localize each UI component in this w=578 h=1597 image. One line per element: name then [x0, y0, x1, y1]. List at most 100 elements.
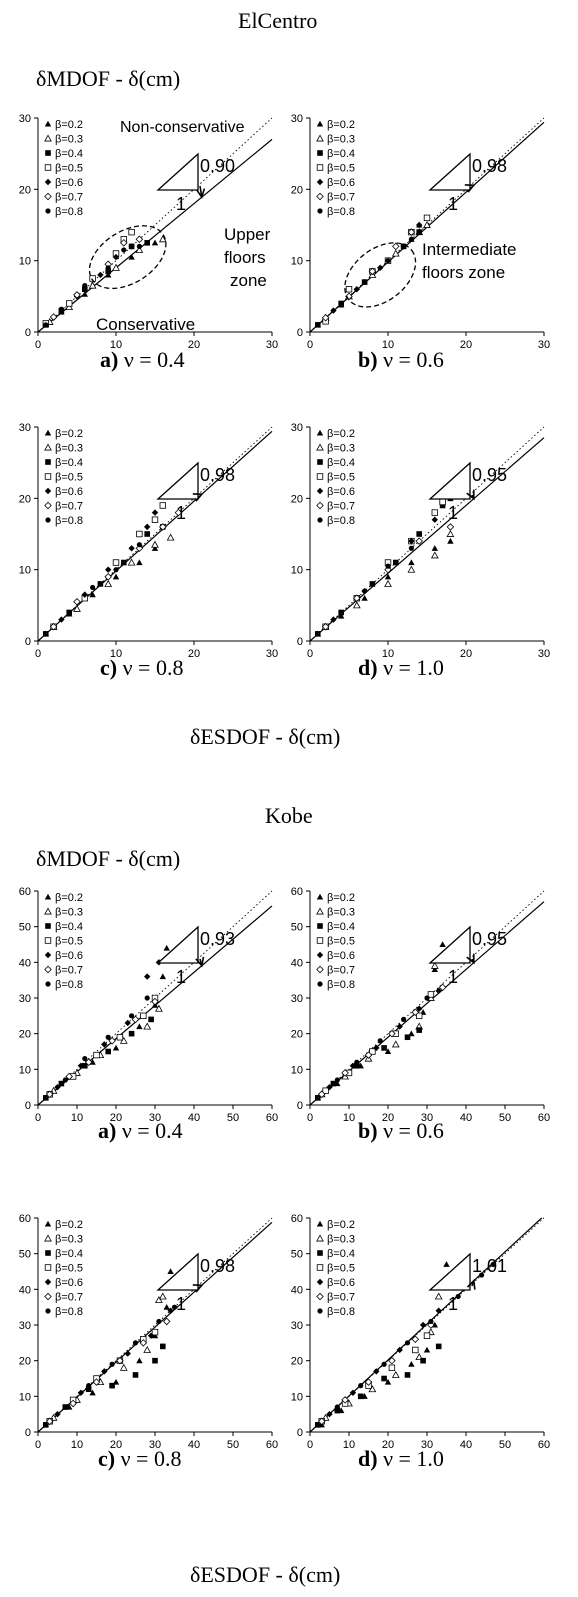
data-point: [384, 573, 392, 580]
data-point: [109, 1382, 115, 1389]
slope-triangle: [428, 152, 471, 191]
legend-marker: [317, 1308, 323, 1314]
data-point: [152, 1357, 158, 1364]
data-point: [455, 1293, 461, 1300]
plot-elcentro-a: 0 10 20 30 0 10 20 30 β=0.2 β=0.3 β=0.4 β=0.5 β=0.6 β…: [19, 113, 278, 351]
y-tick-label: 30: [291, 422, 303, 434]
x-tick-label: 0: [35, 339, 41, 351]
y-tick-label: 10: [19, 1064, 31, 1076]
data-point: [435, 1307, 442, 1314]
data-point: [82, 283, 88, 289]
legend-marker: [44, 907, 52, 915]
data-point: [438, 983, 447, 992]
data-point: [131, 1015, 140, 1024]
data-point: [89, 275, 96, 282]
y-tick-label: 20: [19, 493, 31, 505]
legend-marker: [317, 923, 323, 929]
data-point: [66, 609, 72, 616]
fit-line: [37, 138, 273, 333]
data-point: [116, 1356, 124, 1365]
legend-marker: [317, 459, 323, 465]
data-point: [112, 1044, 120, 1051]
legend-label: β=0.6: [327, 1277, 355, 1289]
slope-base-label: 1: [448, 194, 458, 214]
data-point: [416, 229, 422, 235]
data-point: [416, 221, 423, 229]
data-point: [136, 1023, 143, 1030]
data-point: [85, 1386, 92, 1392]
data-point: [127, 558, 136, 566]
slope-arrow-head: [466, 953, 475, 965]
x-tick-label: 30: [266, 339, 278, 351]
x-tick-label: 50: [499, 1112, 511, 1124]
data-point: [144, 523, 151, 531]
y-tick-label: 30: [19, 1320, 31, 1332]
data-point: [86, 1383, 92, 1389]
data-point: [345, 285, 353, 293]
legend-label: β=0.6: [55, 1277, 83, 1289]
y-tick-label: 20: [291, 1029, 303, 1041]
y-tick-label: 10: [291, 565, 303, 577]
legend-marker: [44, 1278, 52, 1286]
y-tick-label: 60: [19, 1213, 31, 1225]
data-point: [90, 584, 96, 591]
legend-label: β=0.2: [327, 1219, 355, 1231]
legend-label: β=0.4: [327, 148, 355, 160]
data-point: [423, 1332, 431, 1339]
data-point: [97, 271, 104, 279]
x-tick-label: 30: [149, 1439, 161, 1451]
legend-label: β=0.7: [55, 501, 83, 513]
data-point: [144, 240, 150, 246]
annotation-upper: Upper: [224, 225, 271, 244]
legend-marker: [45, 1308, 51, 1314]
data-point: [377, 264, 384, 271]
x-tick-label: 20: [110, 1112, 122, 1124]
data-point: [411, 1335, 420, 1344]
x-tick-label: 0: [307, 648, 313, 660]
legend-marker: [44, 134, 52, 142]
slope-triangle: [156, 1252, 199, 1291]
y-tick-label: 40: [291, 957, 303, 969]
data-point: [416, 531, 422, 537]
x-axis-title-elcentro: δESDOF - δ(cm): [190, 724, 341, 749]
slope-label: 0.90: [200, 156, 235, 176]
data-point: [381, 1045, 387, 1051]
x-tick-label: 20: [188, 648, 200, 660]
data-point: [368, 267, 377, 276]
data-point: [392, 242, 400, 251]
data-point: [82, 1056, 88, 1062]
data-point: [434, 1292, 443, 1300]
legend-label: β=0.7: [55, 965, 83, 977]
caption-elcentro-a: a) ν = 0.4: [100, 347, 185, 372]
data-point: [431, 509, 438, 516]
legend-marker: [44, 429, 52, 436]
legend-label: β=0.5: [55, 472, 83, 484]
data-point: [119, 1036, 128, 1044]
x-tick-label: 40: [460, 1439, 472, 1451]
x-tick-label: 30: [421, 1112, 433, 1124]
section-title-elcentro: ElCentro: [238, 8, 318, 33]
data-point: [447, 537, 454, 544]
data-point: [354, 1059, 360, 1065]
x-tick-label: 30: [538, 648, 550, 660]
data-point: [315, 631, 321, 637]
y-tick-label: 0: [25, 1100, 31, 1112]
slope-triangle: [156, 152, 199, 191]
legend-marker: [316, 192, 324, 201]
data-point: [408, 559, 415, 566]
data-point: [419, 1321, 427, 1329]
data-point: [159, 502, 166, 509]
y-tick-label: 10: [291, 1064, 303, 1076]
y-axis-title-elcentro: δMDOF - δ(cm): [36, 66, 181, 91]
data-point: [105, 1034, 111, 1040]
y-tick-label: 40: [19, 1284, 31, 1296]
data-point: [136, 559, 143, 566]
x-tick-label: 60: [266, 1112, 278, 1124]
x-tick-label: 40: [460, 1112, 472, 1124]
slope-triangle: [156, 461, 199, 500]
slope-base-label: 1: [448, 1294, 458, 1314]
data-point: [159, 523, 167, 531]
y-tick-label: 30: [291, 993, 303, 1005]
data-point: [357, 1393, 364, 1400]
caption-kobe-a: a) ν = 0.4: [98, 1118, 183, 1143]
